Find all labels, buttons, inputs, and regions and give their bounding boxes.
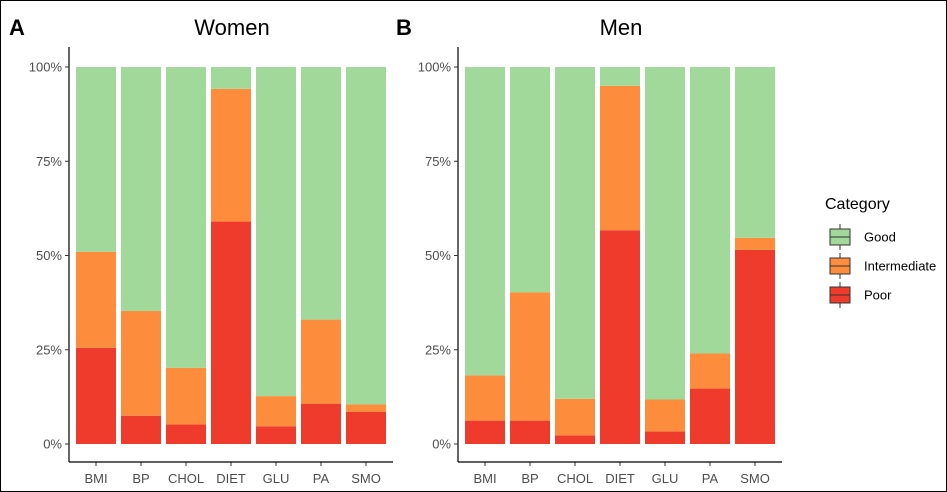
bar-pa-poor <box>690 388 730 444</box>
bar-pa-poor <box>301 403 341 444</box>
x-tick-label: DIET <box>216 471 246 486</box>
y-tick-label: 75% <box>425 154 451 169</box>
bar-bmi-good <box>76 67 116 252</box>
bar-smo-poor <box>346 411 386 444</box>
bar-bmi-intermediate <box>465 375 505 421</box>
bar-glu-poor <box>256 426 296 444</box>
bar-smo-good <box>735 67 775 238</box>
panel-title: Men <box>600 15 643 40</box>
legend-title: Category <box>825 196 890 213</box>
x-tick-label: PA <box>702 471 719 486</box>
bar-diet-good <box>600 67 640 86</box>
bar-pa-good <box>690 67 730 354</box>
bar-diet-good <box>211 67 251 89</box>
legend-item-intermediate: Intermediate <box>829 253 936 279</box>
y-tick-label: 25% <box>425 342 451 357</box>
y-tick-label: 100% <box>418 60 452 75</box>
y-tick-label: 50% <box>425 248 451 263</box>
bar-bp-intermediate <box>510 292 550 421</box>
bar-glu-good <box>645 67 685 400</box>
x-tick-label: PA <box>313 471 330 486</box>
bar-glu-poor <box>645 431 685 444</box>
bar-bmi-intermediate <box>76 251 116 348</box>
y-tick-label: 25% <box>36 342 62 357</box>
x-tick-label: SMO <box>351 471 381 486</box>
legend-item-poor: Poor <box>829 282 892 308</box>
bar-smo-intermediate <box>346 404 386 412</box>
panel-letter: B <box>396 15 412 40</box>
bar-glu-good <box>256 67 296 397</box>
bar-chol-good <box>166 67 206 368</box>
bar-diet-poor <box>600 230 640 444</box>
bar-bp-poor <box>510 420 550 444</box>
panel-letter: A <box>9 15 25 40</box>
bar-chol-poor <box>166 424 206 444</box>
bar-pa-intermediate <box>690 353 730 389</box>
bar-pa-good <box>301 67 341 320</box>
panel-A: A Women BMI BP CHOL DIET GLU PA SMO 0% 25% 50% 75% 10… <box>9 15 393 486</box>
bar-bmi-good <box>465 67 505 376</box>
bar-diet-intermediate <box>211 88 251 222</box>
bar-bp-good <box>510 67 550 293</box>
bar-pa-intermediate <box>301 319 341 404</box>
panel-B: B Men BMI BP CHOL DIET GLU PA SMO 0% 25% 50% 75% 100% <box>396 15 782 486</box>
x-tick-label: BP <box>521 471 538 486</box>
x-tick-label: GLU <box>652 471 679 486</box>
x-tick-label: CHOL <box>168 471 204 486</box>
legend-label: Poor <box>864 288 892 303</box>
x-tick-label: BMI <box>473 471 496 486</box>
legend-label: Good <box>864 230 896 245</box>
bar-diet-poor <box>211 221 251 444</box>
bar-glu-intermediate <box>256 396 296 427</box>
bar-chol-poor <box>555 435 595 444</box>
bar-glu-intermediate <box>645 399 685 432</box>
x-tick-label: CHOL <box>557 471 593 486</box>
bar-bp-good <box>121 67 161 311</box>
bar-diet-intermediate <box>600 85 640 231</box>
x-tick-label: BP <box>132 471 149 486</box>
y-tick-label: 50% <box>36 248 62 263</box>
bar-smo-intermediate <box>735 237 775 250</box>
y-tick-label: 0% <box>432 437 451 452</box>
bar-bmi-poor <box>465 420 505 444</box>
panel-title: Women <box>194 15 269 40</box>
x-tick-label: SMO <box>740 471 770 486</box>
bar-chol-intermediate <box>555 398 595 436</box>
y-tick-label: 0% <box>43 437 62 452</box>
x-tick-label: DIET <box>605 471 635 486</box>
bar-smo-poor <box>735 249 775 444</box>
legend-item-good: Good <box>829 224 896 250</box>
bar-bmi-poor <box>76 347 116 444</box>
bar-chol-intermediate <box>166 367 206 425</box>
bar-smo-good <box>346 67 386 405</box>
legend: Category Good Intermediate Poor <box>825 196 936 308</box>
y-tick-label: 100% <box>29 60 63 75</box>
legend-label: Intermediate <box>864 259 936 274</box>
x-tick-label: BMI <box>84 471 107 486</box>
bar-bp-intermediate <box>121 310 161 416</box>
x-tick-label: GLU <box>263 471 290 486</box>
y-tick-label: 75% <box>36 154 62 169</box>
bar-bp-poor <box>121 415 161 444</box>
bar-chol-good <box>555 67 595 399</box>
